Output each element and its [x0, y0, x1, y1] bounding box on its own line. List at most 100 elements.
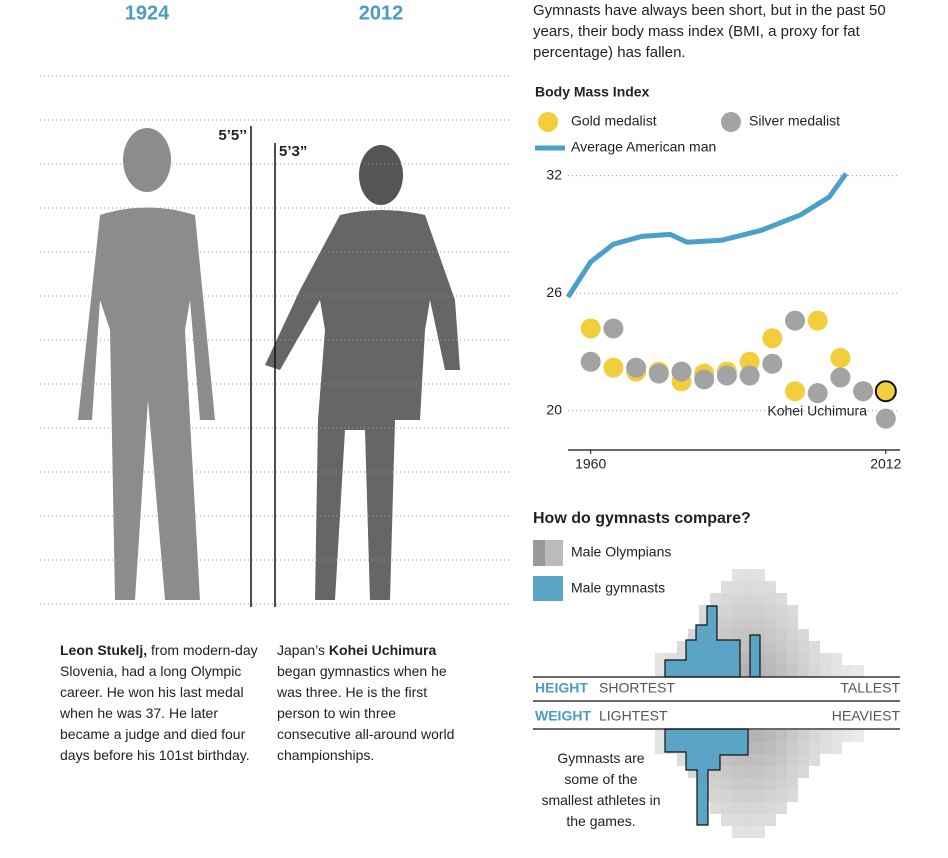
section-title: How do gymnasts compare?: [533, 510, 751, 527]
olympian-cell: [787, 641, 798, 653]
caption-text: from modern-day Slovenia, had a long Oly…: [60, 642, 258, 763]
olympian-cell: [754, 814, 765, 826]
olympian-cell: [754, 790, 765, 802]
olympian-cell: [798, 754, 809, 766]
olympian-cell: [765, 665, 776, 677]
olympian-cell: [743, 617, 754, 629]
olympian-cell: [699, 605, 710, 617]
olympian-cell: [754, 581, 765, 593]
legend-marker: [721, 112, 741, 132]
olympian-cell: [776, 641, 787, 653]
olympian-cell: [743, 778, 754, 790]
olympian-cell: [765, 766, 776, 778]
caption-text: Japan’s: [277, 642, 329, 658]
axis-name: HEIGHT: [535, 680, 588, 696]
olympian-cell: [743, 790, 754, 802]
olympian-cell: [743, 581, 754, 593]
olympian-cell: [820, 665, 831, 677]
olympian-cell: [710, 778, 721, 790]
olympian-cell: [732, 629, 743, 641]
olympian-cell: [721, 754, 732, 766]
olympian-cell: [787, 742, 798, 754]
olympian-cell: [809, 730, 820, 742]
caption-text: began gymnastics when he was three. He i…: [277, 663, 455, 763]
olympian-cell: [754, 617, 765, 629]
y-tick-label: 20: [546, 402, 562, 418]
olympian-cell: [754, 742, 765, 754]
bmi-line: [565, 172, 849, 299]
olympian-cell: [776, 766, 787, 778]
olympian-cell: [743, 665, 754, 677]
olympian-cell: [754, 802, 765, 814]
olympian-cell: [765, 754, 776, 766]
chart-title: Body Mass Index: [535, 84, 650, 100]
olympian-cell: [732, 814, 743, 826]
intro: Gymnasts have always been short, but in …: [533, 2, 886, 61]
olympian-cell: [721, 617, 732, 629]
olympian-cell: [688, 629, 699, 641]
olympian-cell: [809, 742, 820, 754]
legend-marker: [538, 112, 558, 132]
olympian-cell: [853, 665, 864, 677]
medalist-point: [603, 318, 624, 339]
olympian-cell: [666, 653, 677, 665]
olympian-cell: [710, 593, 721, 605]
olympian-cell: [754, 826, 765, 838]
olympian-cell: [743, 802, 754, 814]
olympian-cell: [743, 629, 754, 641]
medalist-point: [830, 347, 851, 368]
caption-name: Leon Stukelj,: [60, 642, 148, 658]
medalist-point: [785, 381, 806, 402]
olympian-cell: [721, 790, 732, 802]
olympian-cell: [842, 730, 853, 742]
medalist-point: [874, 380, 897, 403]
olympian-cell: [820, 730, 831, 742]
compare-caption: Gymnasts are some of the smallest athlet…: [541, 750, 661, 829]
gymnast-height: [664, 605, 741, 678]
olympian-cell: [765, 790, 776, 802]
olympian-cell: [732, 826, 743, 838]
height-label: 5’5’’: [218, 127, 247, 144]
olympian-cell: [743, 593, 754, 605]
figure-body: [78, 207, 215, 600]
olympian-cell: [776, 754, 787, 766]
medalist-point: [875, 408, 896, 429]
olympian-cell: [798, 742, 809, 754]
medalist-point: [603, 357, 624, 378]
olympian-cell: [743, 766, 754, 778]
olympian-cell: [776, 742, 787, 754]
olympian-cell: [831, 665, 842, 677]
olympian-cell: [732, 617, 743, 629]
olympian-cell: [721, 778, 732, 790]
medalist-point: [580, 351, 601, 372]
medalist-point: [785, 310, 806, 331]
axis-end: TALLEST: [840, 680, 900, 696]
olympian-cell: [688, 766, 699, 778]
olympian-cell: [699, 617, 710, 629]
legend-label: Gold medalist: [571, 113, 657, 129]
olympian-cell: [732, 581, 743, 593]
olympian-cell: [655, 730, 666, 742]
axis-name: WEIGHT: [535, 708, 591, 724]
olympian-cell: [743, 653, 754, 665]
x-tick-label: 1960: [575, 456, 606, 472]
olympian-cell: [787, 629, 798, 641]
olympian-cell: [776, 617, 787, 629]
olympian-cell: [776, 790, 787, 802]
olympian-cell: [732, 593, 743, 605]
olympian-cell: [732, 605, 743, 617]
olympian-cell: [677, 754, 688, 766]
figures: [78, 128, 460, 600]
olympian-cell: [765, 617, 776, 629]
olympian-cell: [798, 641, 809, 653]
olympian-cell: [787, 653, 798, 665]
annotation: Kohei Uchimura: [767, 403, 867, 419]
olympian-cell: [754, 605, 765, 617]
olympian-cell: [721, 581, 732, 593]
olympian-cell: [732, 766, 743, 778]
olympian-cell: [831, 742, 842, 754]
distribution: [655, 569, 864, 838]
olympian-cell: [754, 778, 765, 790]
olympian-cell: [776, 778, 787, 790]
